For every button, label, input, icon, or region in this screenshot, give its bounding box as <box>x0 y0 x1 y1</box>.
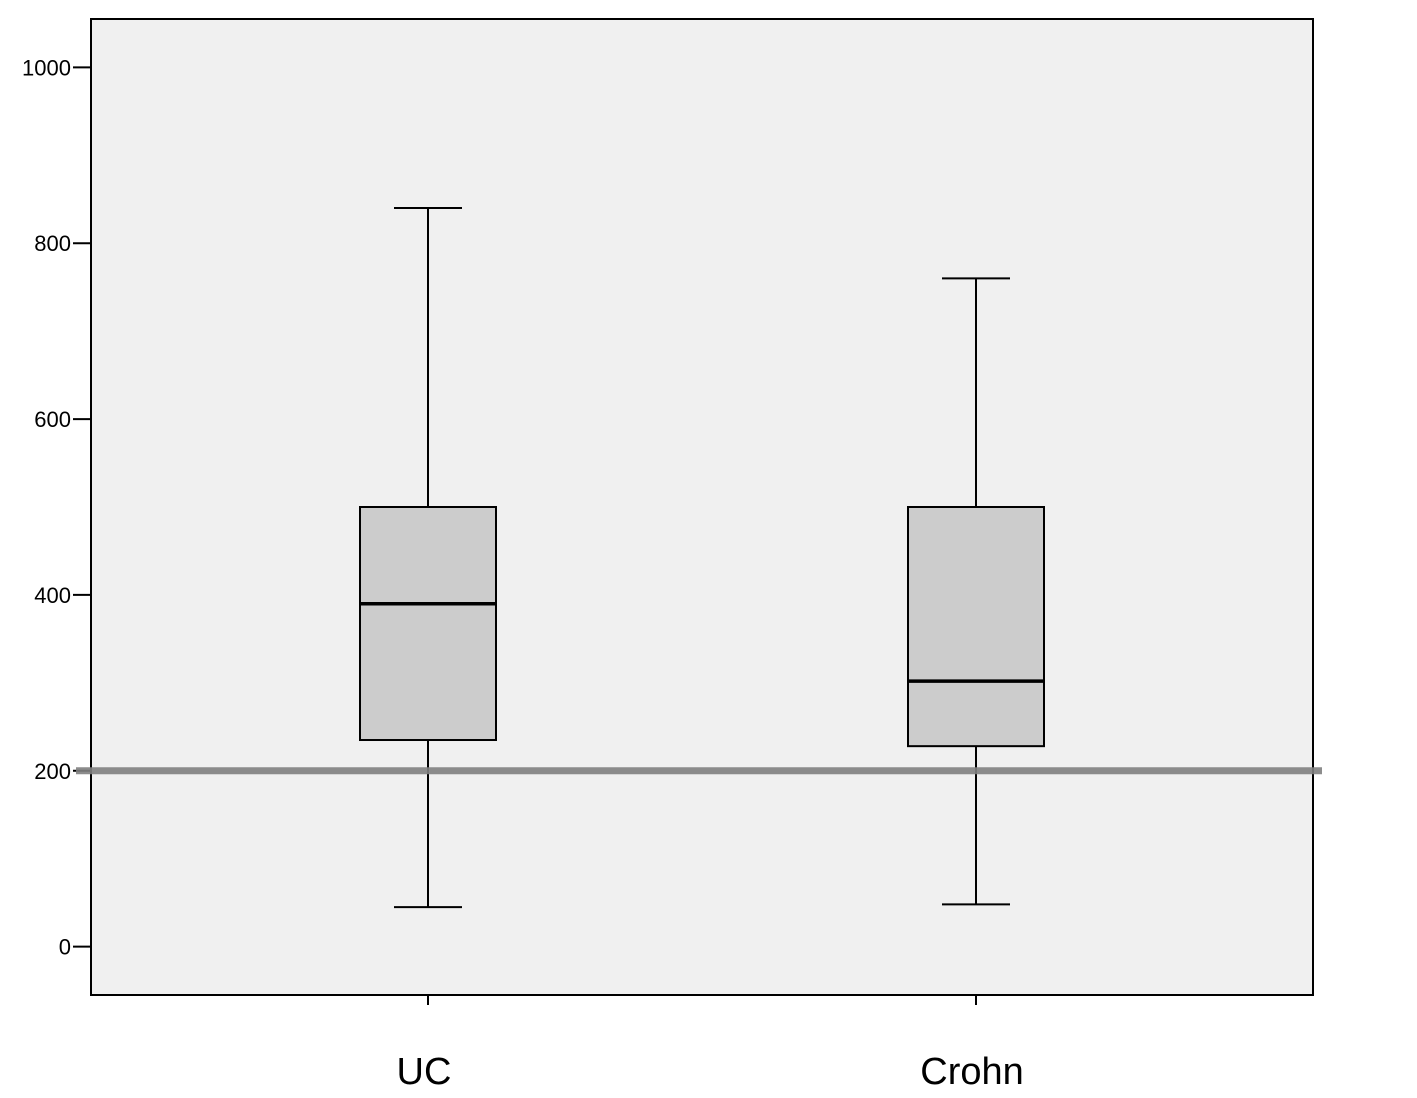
y-axis: 0 200 400 600 800 1000 <box>22 55 91 960</box>
boxes <box>359 207 1045 909</box>
y-tick-label: 600 <box>34 407 71 432</box>
y-tick-label: 800 <box>34 231 71 256</box>
iqr-box <box>359 506 497 742</box>
x-axis: UC Crohn <box>397 995 1024 1093</box>
box-uc <box>359 207 497 909</box>
y-tick-label: 1000 <box>22 55 71 80</box>
x-tick-label: Crohn <box>920 1051 1024 1093</box>
y-tick-label: 200 <box>34 759 71 784</box>
iqr-box <box>907 506 1045 748</box>
y-tick-label: 400 <box>34 583 71 608</box>
y-tick-label: 0 <box>59 935 71 960</box>
plot-area <box>90 18 1314 996</box>
box-crohn <box>907 277 1045 906</box>
x-tick-label: UC <box>397 1051 452 1093</box>
